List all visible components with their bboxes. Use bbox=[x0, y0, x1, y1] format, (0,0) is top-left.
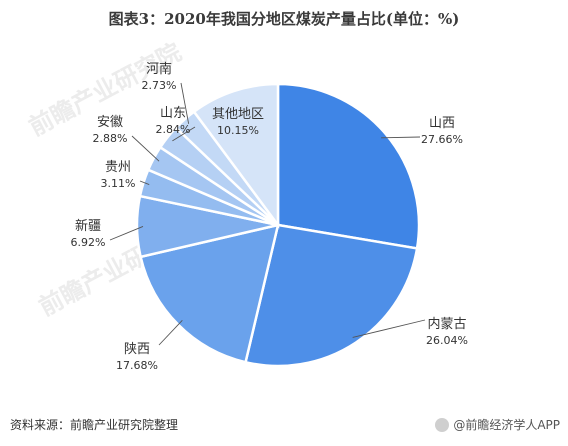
slice-value-label-0: 27.66% bbox=[421, 133, 463, 146]
slice-value-label-1: 26.04% bbox=[426, 334, 468, 347]
leader-line-3 bbox=[109, 226, 144, 241]
leader-line-1 bbox=[352, 319, 426, 338]
slice-value-label-7: 2.73% bbox=[142, 79, 177, 92]
leader-line-6 bbox=[172, 126, 196, 142]
leader-line-2 bbox=[158, 319, 183, 346]
slice-label-6: 山东 bbox=[160, 106, 186, 121]
leader-line-4 bbox=[139, 180, 150, 185]
pie-slice-0 bbox=[276, 82, 421, 250]
brand-credit: @前瞻经济学人APP bbox=[435, 416, 560, 433]
leader-line-7 bbox=[180, 82, 190, 124]
slice-value-label-3: 6.92% bbox=[71, 236, 106, 249]
pie-slice-8 bbox=[192, 82, 280, 229]
source-note: 资料来源：前瞻产业研究院整理 bbox=[10, 418, 179, 432]
slice-label-1: 内蒙古 bbox=[427, 316, 466, 332]
slice-value-label-4: 3.11% bbox=[101, 177, 136, 190]
leader-lines bbox=[109, 82, 426, 346]
pie-slice-1 bbox=[244, 223, 419, 368]
slice-label-4: 贵州 bbox=[105, 160, 131, 175]
slice-label-3: 新疆 bbox=[75, 218, 101, 234]
slice-label-8: 其他地区 bbox=[212, 107, 264, 122]
slice-value-label-6: 2.84% bbox=[156, 123, 191, 136]
pie-slices bbox=[135, 82, 421, 368]
slice-value-label-5: 2.88% bbox=[93, 132, 128, 145]
leader-line-0 bbox=[381, 136, 421, 139]
slice-value-label-2: 17.68% bbox=[116, 359, 158, 372]
slice-label-5: 安徽 bbox=[97, 115, 123, 130]
brand-label: @前瞻经济学人APP bbox=[453, 418, 560, 432]
slice-label-2: 陕西 bbox=[124, 342, 150, 357]
brand-logo-icon bbox=[435, 418, 450, 432]
chart-title: 图表3：2020年我国分地区煤炭产量占比(单位：%) bbox=[108, 10, 460, 28]
leader-line-5 bbox=[131, 135, 160, 162]
slice-label-7: 河南 bbox=[146, 61, 172, 77]
slice-labels: 山西 27.66% 内蒙古 26.04% 陕西 17.68% 新疆 6.92% 贵州 3.11% 安… bbox=[71, 61, 468, 372]
slice-value-label-8: 10.15% bbox=[217, 124, 259, 137]
pie-chart: 山西 27.66% 内蒙古 26.04% 陕西 17.68% 新疆 6.92% 贵州 3.11% 安… bbox=[71, 61, 468, 372]
slice-label-0: 山西 bbox=[429, 116, 455, 131]
